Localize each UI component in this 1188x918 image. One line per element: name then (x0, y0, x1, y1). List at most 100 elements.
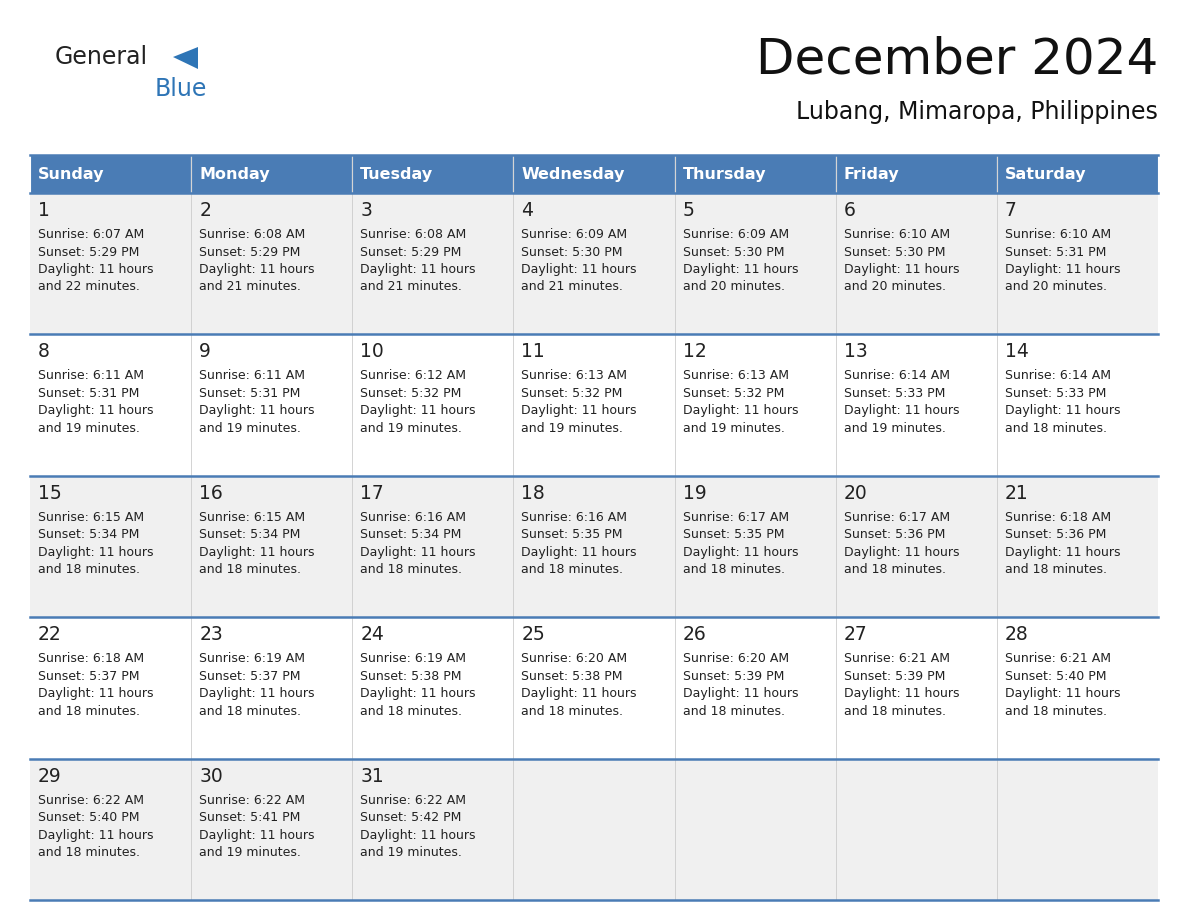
Text: Sunrise: 6:22 AM: Sunrise: 6:22 AM (360, 793, 466, 807)
Text: and 18 minutes.: and 18 minutes. (360, 705, 462, 718)
Text: 17: 17 (360, 484, 384, 503)
Text: Sunset: 5:40 PM: Sunset: 5:40 PM (38, 812, 139, 824)
Text: Monday: Monday (200, 166, 270, 182)
Text: Sunrise: 6:15 AM: Sunrise: 6:15 AM (38, 510, 144, 524)
Text: Friday: Friday (843, 166, 899, 182)
Text: 8: 8 (38, 342, 50, 362)
Text: 20: 20 (843, 484, 867, 503)
Text: Sunrise: 6:14 AM: Sunrise: 6:14 AM (843, 369, 949, 383)
Text: 13: 13 (843, 342, 867, 362)
Text: Daylight: 11 hours: Daylight: 11 hours (683, 405, 798, 418)
Text: Thursday: Thursday (683, 166, 766, 182)
Text: Sunrise: 6:08 AM: Sunrise: 6:08 AM (200, 228, 305, 241)
Text: Sunset: 5:38 PM: Sunset: 5:38 PM (522, 670, 623, 683)
Text: Wednesday: Wednesday (522, 166, 625, 182)
Text: Daylight: 11 hours: Daylight: 11 hours (683, 263, 798, 276)
Text: Tuesday: Tuesday (360, 166, 434, 182)
Text: Daylight: 11 hours: Daylight: 11 hours (522, 688, 637, 700)
Text: Sunrise: 6:09 AM: Sunrise: 6:09 AM (683, 228, 789, 241)
Text: Sunrise: 6:20 AM: Sunrise: 6:20 AM (522, 652, 627, 666)
Text: 14: 14 (1005, 342, 1029, 362)
Text: 1: 1 (38, 201, 50, 220)
Text: and 20 minutes.: and 20 minutes. (843, 281, 946, 294)
Text: and 18 minutes.: and 18 minutes. (683, 705, 784, 718)
Text: and 18 minutes.: and 18 minutes. (38, 564, 140, 577)
Text: and 18 minutes.: and 18 minutes. (200, 705, 301, 718)
Text: Daylight: 11 hours: Daylight: 11 hours (1005, 263, 1120, 276)
Text: Daylight: 11 hours: Daylight: 11 hours (522, 546, 637, 559)
Text: Sunrise: 6:21 AM: Sunrise: 6:21 AM (843, 652, 949, 666)
Text: Sunrise: 6:07 AM: Sunrise: 6:07 AM (38, 228, 144, 241)
Text: Sunset: 5:32 PM: Sunset: 5:32 PM (360, 386, 462, 400)
Bar (835, 155, 997, 193)
Text: 19: 19 (683, 484, 707, 503)
Text: 6: 6 (843, 201, 855, 220)
Text: and 18 minutes.: and 18 minutes. (1005, 705, 1107, 718)
Text: Sunrise: 6:11 AM: Sunrise: 6:11 AM (38, 369, 144, 383)
Text: 23: 23 (200, 625, 223, 644)
Text: Sunset: 5:42 PM: Sunset: 5:42 PM (360, 812, 462, 824)
Text: Daylight: 11 hours: Daylight: 11 hours (1005, 688, 1120, 700)
Text: and 19 minutes.: and 19 minutes. (843, 422, 946, 435)
Text: 25: 25 (522, 625, 545, 644)
Text: Sunrise: 6:12 AM: Sunrise: 6:12 AM (360, 369, 466, 383)
Text: Sunrise: 6:10 AM: Sunrise: 6:10 AM (843, 228, 950, 241)
Text: Sunset: 5:29 PM: Sunset: 5:29 PM (200, 245, 301, 259)
Text: Daylight: 11 hours: Daylight: 11 hours (683, 546, 798, 559)
Text: Sunset: 5:36 PM: Sunset: 5:36 PM (1005, 528, 1106, 542)
Text: and 21 minutes.: and 21 minutes. (522, 281, 624, 294)
Bar (997, 155, 1158, 193)
Text: 10: 10 (360, 342, 384, 362)
Text: and 20 minutes.: and 20 minutes. (1005, 281, 1107, 294)
Text: Sunrise: 6:09 AM: Sunrise: 6:09 AM (522, 228, 627, 241)
Text: 30: 30 (200, 767, 223, 786)
Text: Sunrise: 6:22 AM: Sunrise: 6:22 AM (38, 793, 144, 807)
Text: General: General (55, 45, 148, 69)
Text: Daylight: 11 hours: Daylight: 11 hours (843, 546, 959, 559)
Text: and 18 minutes.: and 18 minutes. (38, 846, 140, 859)
Bar (30, 476, 1158, 617)
Text: Daylight: 11 hours: Daylight: 11 hours (360, 688, 475, 700)
Text: and 18 minutes.: and 18 minutes. (843, 705, 946, 718)
Bar (30, 193, 1158, 334)
Text: Sunset: 5:35 PM: Sunset: 5:35 PM (522, 528, 623, 542)
Bar (675, 155, 835, 193)
Text: and 21 minutes.: and 21 minutes. (360, 281, 462, 294)
Text: Daylight: 11 hours: Daylight: 11 hours (522, 263, 637, 276)
Text: and 18 minutes.: and 18 minutes. (683, 564, 784, 577)
Text: Daylight: 11 hours: Daylight: 11 hours (360, 405, 475, 418)
Text: Daylight: 11 hours: Daylight: 11 hours (843, 688, 959, 700)
Text: 26: 26 (683, 625, 707, 644)
Bar (30, 155, 191, 193)
Text: 31: 31 (360, 767, 384, 786)
Text: Sunrise: 6:14 AM: Sunrise: 6:14 AM (1005, 369, 1111, 383)
Text: Sunset: 5:31 PM: Sunset: 5:31 PM (200, 386, 301, 400)
Text: Sunset: 5:34 PM: Sunset: 5:34 PM (360, 528, 462, 542)
Text: Sunday: Sunday (38, 166, 105, 182)
Text: Sunrise: 6:19 AM: Sunrise: 6:19 AM (200, 652, 305, 666)
Text: 5: 5 (683, 201, 695, 220)
Text: Sunset: 5:34 PM: Sunset: 5:34 PM (38, 528, 139, 542)
Text: and 19 minutes.: and 19 minutes. (360, 422, 462, 435)
Text: 22: 22 (38, 625, 62, 644)
Text: Sunset: 5:32 PM: Sunset: 5:32 PM (522, 386, 623, 400)
Text: and 19 minutes.: and 19 minutes. (200, 422, 301, 435)
Text: Sunset: 5:30 PM: Sunset: 5:30 PM (843, 245, 946, 259)
Text: and 18 minutes.: and 18 minutes. (522, 705, 624, 718)
Text: Daylight: 11 hours: Daylight: 11 hours (360, 829, 475, 842)
Bar (30, 617, 1158, 758)
Text: Sunset: 5:32 PM: Sunset: 5:32 PM (683, 386, 784, 400)
Text: Daylight: 11 hours: Daylight: 11 hours (200, 688, 315, 700)
Text: Sunrise: 6:21 AM: Sunrise: 6:21 AM (1005, 652, 1111, 666)
Text: Sunset: 5:39 PM: Sunset: 5:39 PM (683, 670, 784, 683)
Text: Sunset: 5:41 PM: Sunset: 5:41 PM (200, 812, 301, 824)
Text: Sunrise: 6:13 AM: Sunrise: 6:13 AM (522, 369, 627, 383)
Text: 15: 15 (38, 484, 62, 503)
Text: Sunset: 5:29 PM: Sunset: 5:29 PM (360, 245, 462, 259)
Text: and 18 minutes.: and 18 minutes. (843, 564, 946, 577)
Text: Sunrise: 6:16 AM: Sunrise: 6:16 AM (522, 510, 627, 524)
Text: and 18 minutes.: and 18 minutes. (360, 564, 462, 577)
Text: and 18 minutes.: and 18 minutes. (522, 564, 624, 577)
Polygon shape (173, 47, 198, 69)
Text: Sunset: 5:31 PM: Sunset: 5:31 PM (1005, 245, 1106, 259)
